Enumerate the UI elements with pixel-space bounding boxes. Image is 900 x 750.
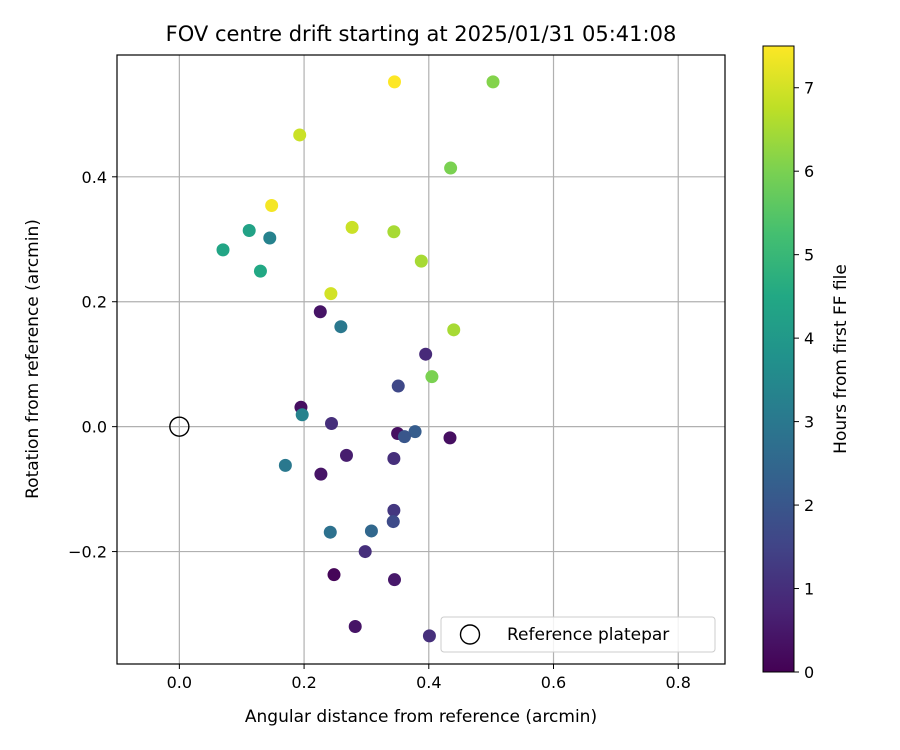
data-point — [348, 620, 362, 634]
y-tick-label: −0.2 — [68, 543, 107, 562]
data-point — [345, 220, 359, 234]
colorbar-tick-label: 7 — [804, 79, 814, 98]
data-point — [265, 199, 279, 213]
data-point — [313, 305, 327, 319]
colorbar-tick-label: 5 — [804, 246, 814, 265]
data-point — [278, 458, 292, 472]
reference-marker — [169, 416, 190, 437]
x-tick-label: 0.8 — [666, 673, 691, 692]
plot-area — [116, 54, 726, 665]
data-point — [387, 573, 401, 587]
colorbar-tick-label: 4 — [804, 329, 814, 348]
data-point — [397, 430, 411, 444]
data-point — [242, 224, 256, 238]
x-axis-label: Angular distance from reference (arcmin) — [245, 707, 597, 727]
y-axis-label: Rotation from reference (arcmin) — [23, 219, 43, 499]
data-point — [253, 264, 267, 278]
data-point — [444, 161, 458, 175]
colorbar-ticks: 0 1 2 3 4 5 6 7 — [794, 79, 814, 682]
data-point — [323, 525, 337, 539]
plot-background — [117, 55, 725, 664]
x-tick-label: 0.6 — [541, 673, 566, 692]
colorbar-tick-label: 1 — [804, 580, 814, 599]
data-point — [486, 75, 500, 89]
data-point — [293, 128, 307, 142]
x-tick-label: 0.2 — [291, 673, 316, 692]
data-point — [422, 629, 436, 643]
x-tick-label: 0.0 — [167, 673, 192, 692]
x-tick-label: 0.4 — [416, 673, 441, 692]
data-point — [447, 323, 461, 337]
data-point — [414, 254, 428, 268]
data-point — [386, 515, 400, 529]
data-point — [387, 225, 401, 239]
colorbar-tick-label: 2 — [804, 496, 814, 515]
data-point — [325, 417, 339, 431]
data-point — [358, 545, 372, 559]
legend-box — [440, 616, 716, 653]
y-tick-label: 0.0 — [82, 418, 107, 437]
colorbar: 0 1 2 3 4 5 6 7 Hours from first FF file — [762, 45, 851, 682]
legend-label: Reference platepar — [507, 625, 669, 645]
data-point — [419, 347, 433, 361]
colorbar-gradient — [762, 45, 795, 673]
data-point — [391, 379, 405, 393]
y-axis-ticks: −0.2 0.0 0.2 0.4 — [68, 168, 117, 562]
plot-frame — [116, 54, 726, 665]
data-point — [314, 467, 328, 481]
data-point — [408, 425, 422, 439]
data-point — [387, 452, 401, 466]
colorbar-tick-label: 0 — [804, 663, 814, 682]
data-point — [387, 75, 401, 89]
data-point — [339, 448, 353, 462]
scatter-points — [216, 75, 500, 643]
grid — [117, 55, 725, 664]
data-point — [295, 408, 309, 422]
data-point — [327, 568, 341, 582]
y-tick-label: 0.4 — [82, 168, 107, 187]
data-point — [387, 503, 401, 517]
x-axis-ticks: 0.0 0.2 0.4 0.6 0.8 — [167, 664, 691, 692]
data-point — [334, 320, 348, 334]
legend-reference-marker — [459, 624, 481, 645]
data-point — [263, 231, 277, 245]
colorbar-label: Hours from first FF file — [831, 264, 851, 454]
chart-title: FOV centre drift starting at 2025/01/31 … — [166, 22, 677, 46]
data-point — [216, 243, 230, 257]
data-point — [443, 431, 457, 445]
data-point — [324, 287, 338, 301]
data-point — [364, 524, 378, 538]
data-point — [425, 370, 439, 384]
y-tick-label: 0.2 — [82, 293, 107, 312]
colorbar-tick-label: 3 — [804, 413, 814, 432]
colorbar-tick-label: 6 — [804, 162, 814, 181]
legend: Reference platepar — [440, 616, 716, 653]
